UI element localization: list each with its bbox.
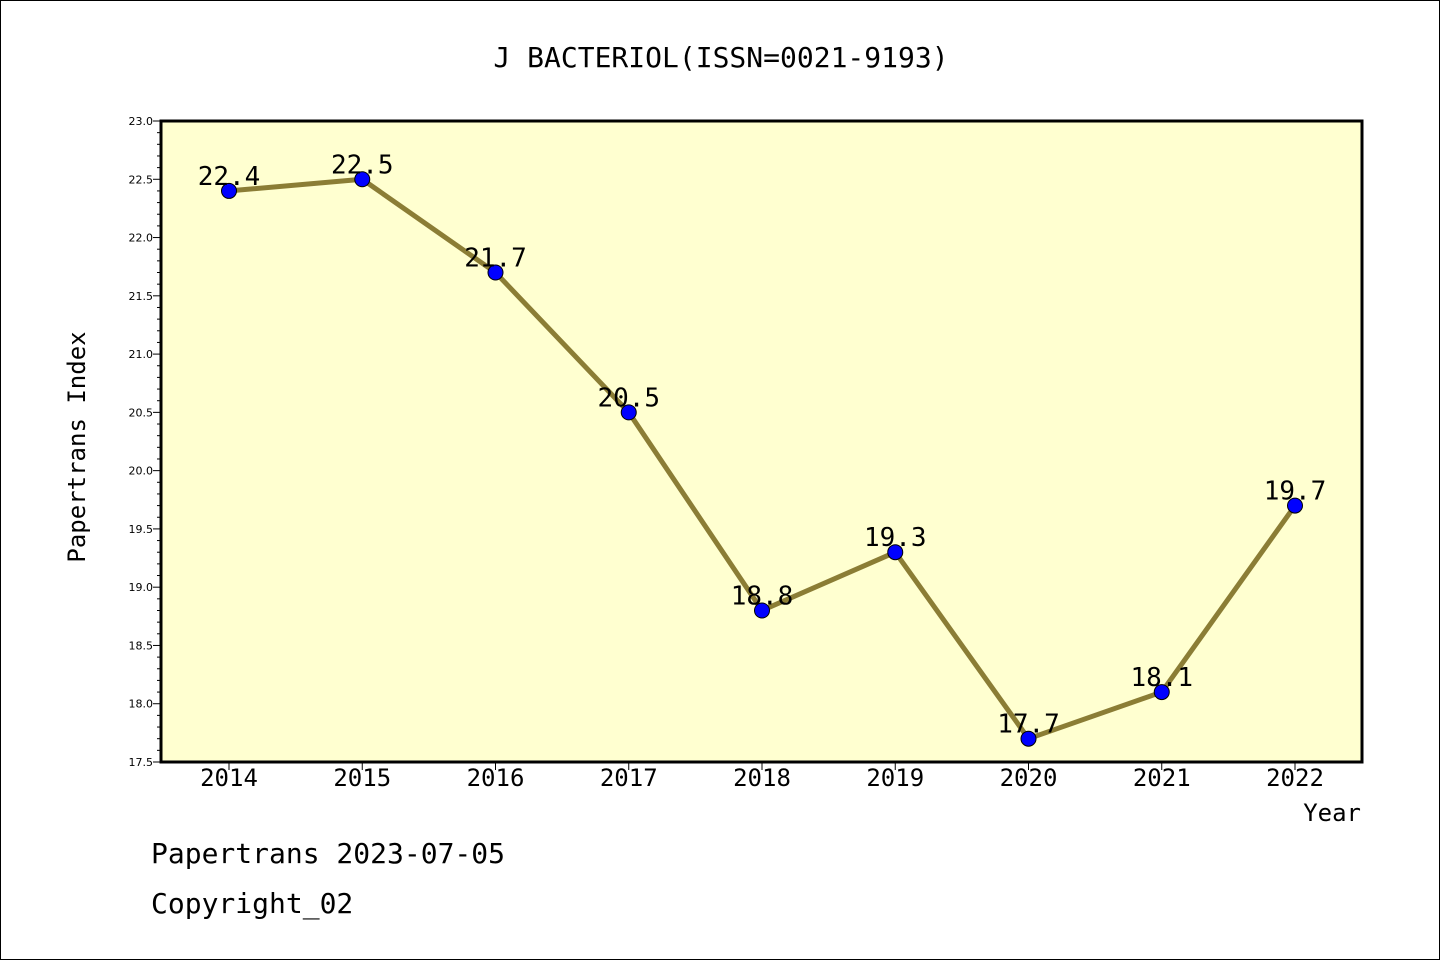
y-tick-label: 23.0: [129, 115, 154, 128]
data-label: 18.8: [731, 581, 794, 611]
x-tick-label: 2014: [200, 764, 258, 792]
x-tick-label: 2021: [1133, 764, 1191, 792]
data-label: 18.1: [1130, 663, 1193, 693]
data-point: [487, 264, 504, 281]
y-axis: 17.5 18.0 18.5 19.0 19.5 20.0 20.5 21.0 21.5 22.0…: [129, 115, 161, 769]
y-tick-label: 19.0: [129, 581, 154, 594]
x-tick-label: 2020: [1000, 764, 1058, 792]
chart-title: J BACTERIOL(ISSN=0021-9193): [493, 41, 948, 74]
data-label: 22.5: [331, 150, 394, 180]
y-tick-label: 18.0: [129, 698, 154, 711]
x-axis-label: Year: [1303, 799, 1361, 827]
data-label: 22.4: [198, 162, 261, 192]
data-label: 19.7: [1264, 477, 1327, 507]
y-tick-label: 20.0: [129, 465, 154, 478]
plot-area: [159, 119, 1364, 764]
data-point: [887, 544, 904, 561]
y-tick-label: 21.0: [129, 348, 154, 361]
data-point: [1287, 497, 1303, 514]
data-point: [754, 602, 770, 619]
x-tick-label: 2019: [866, 764, 924, 792]
data-point: [221, 182, 237, 199]
y-tick-label: 21.5: [129, 290, 154, 303]
x-tick-label: 2016: [467, 764, 525, 792]
footer-copyright: Copyright_02: [151, 887, 354, 920]
data-point: [1020, 730, 1037, 747]
footer-date: Papertrans 2023-07-05: [151, 837, 506, 870]
y-tick-label: 22.0: [129, 232, 154, 245]
data-point: [1153, 684, 1170, 701]
data-labels: 22.4 22.5 21.7 20.5 18.8 19.3 17.7 18.1 19.7: [198, 150, 1327, 739]
y-axis-label: Papertrans Index: [63, 331, 91, 562]
x-tick-label: 2015: [333, 764, 391, 792]
x-tick-label: 2022: [1266, 764, 1324, 792]
series-line-group: [221, 171, 1303, 747]
y-tick-label: 22.5: [129, 173, 154, 186]
x-tick-label: 2017: [600, 764, 658, 792]
data-label: 21.7: [464, 244, 527, 274]
data-label: 20.5: [597, 383, 660, 413]
data-label: 19.3: [864, 523, 927, 553]
data-point: [620, 404, 637, 421]
y-tick-label: 18.5: [129, 639, 154, 652]
x-axis: 2014 2015 2016 2017 2018 2019 2020 2021 2022: [200, 762, 1324, 792]
y-tick-label: 19.5: [129, 523, 154, 536]
data-point: [354, 171, 371, 188]
x-tick-label: 2018: [733, 764, 791, 792]
y-tick-label: 17.5: [129, 756, 154, 769]
data-label: 17.7: [997, 710, 1060, 740]
y-tick-label: 20.5: [129, 406, 154, 419]
